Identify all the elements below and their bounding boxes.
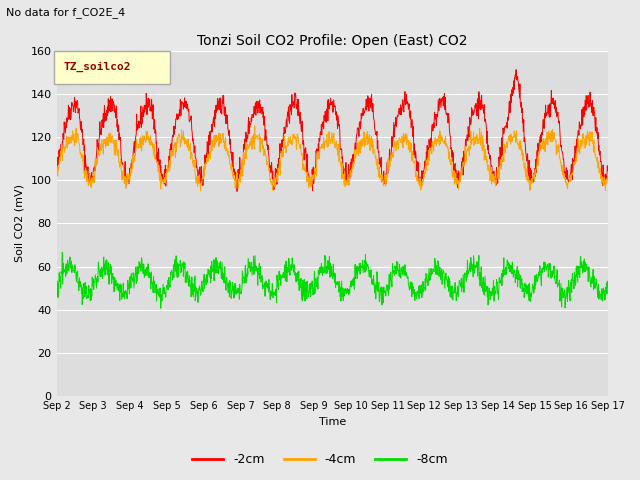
- Text: TZ_soilco2: TZ_soilco2: [63, 62, 131, 72]
- Text: No data for f_CO2E_4: No data for f_CO2E_4: [6, 7, 125, 18]
- Legend: -2cm, -4cm, -8cm: -2cm, -4cm, -8cm: [187, 448, 453, 471]
- Title: Tonzi Soil CO2 Profile: Open (East) CO2: Tonzi Soil CO2 Profile: Open (East) CO2: [197, 34, 468, 48]
- X-axis label: Time: Time: [319, 417, 346, 427]
- FancyBboxPatch shape: [54, 51, 170, 84]
- Y-axis label: Soil CO2 (mV): Soil CO2 (mV): [15, 184, 25, 263]
